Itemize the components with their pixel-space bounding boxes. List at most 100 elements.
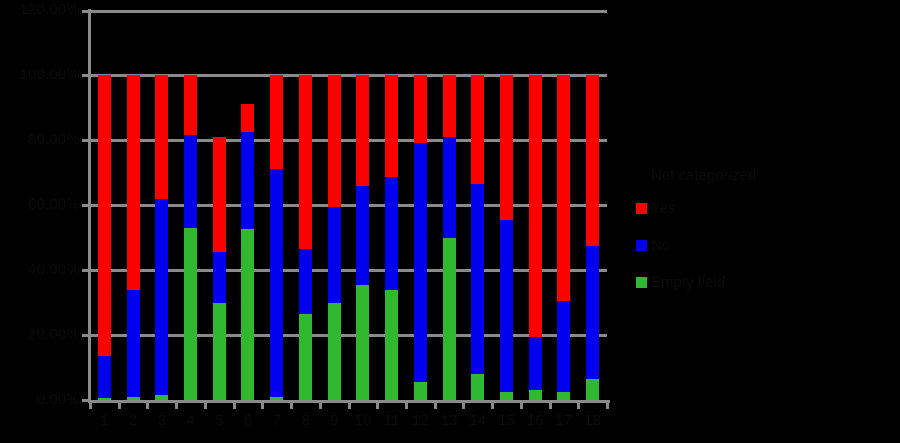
bar-segment-empty-field (471, 374, 485, 400)
bar-segment-no (442, 136, 456, 238)
x-tick-label: 6 (243, 412, 253, 429)
legend: Not categorized Yes No Empty field (636, 167, 756, 311)
bar-segment-no (212, 252, 226, 303)
bar-segment-empty-field (557, 391, 571, 400)
bar-13 (442, 75, 456, 400)
bar-segment-yes (270, 75, 284, 170)
bar-segment-no (241, 131, 255, 230)
bar-segment-yes (471, 75, 485, 184)
bar-segment-yes (184, 75, 198, 136)
bar-segment-no (385, 177, 399, 290)
bar-2 (126, 75, 140, 400)
legend-title: Not categorized (651, 167, 757, 184)
y-tick (82, 204, 89, 207)
legend-item-no: No (636, 237, 756, 254)
x-tick (204, 403, 207, 409)
x-tick (376, 403, 379, 409)
x-axis-labels: 1 2 3 4 5 6 7 8 9 10 11 12 13 14 15 16 17 18 (90, 412, 607, 432)
x-tick-label: 17 (555, 412, 573, 429)
bar-segment-empty-field (270, 396, 284, 400)
x-tick-label: 3 (157, 412, 166, 429)
x-tick (434, 403, 437, 409)
bar-segment-yes (557, 75, 571, 301)
bar-segment-yes (586, 75, 600, 246)
bar-4 (184, 75, 198, 400)
bar-segment-empty-field (499, 391, 513, 400)
x-tick (491, 403, 494, 409)
x-tick (233, 403, 236, 409)
gridline (90, 204, 607, 207)
y-tick-label: 20.00% (27, 326, 80, 343)
bar-segment-no (270, 169, 284, 397)
bar-segment-yes (442, 75, 456, 137)
bar-segment-yes (97, 75, 111, 357)
y-tick-label: 60.00% (27, 196, 80, 213)
bar-segment-empty-field (528, 390, 542, 400)
bar-segment-no (586, 245, 600, 379)
legend-item-empty-field: Empty field (636, 274, 756, 291)
bar-segment-no (471, 183, 485, 374)
gridline (90, 334, 607, 337)
bar-segment-yes (126, 75, 140, 290)
bar-15 (499, 75, 513, 400)
bar-segment-empty-field (212, 302, 226, 400)
bar-segment-no (184, 135, 198, 228)
legend-items: Yes No Empty field (636, 200, 756, 291)
x-tick (577, 403, 580, 409)
bar-14 (471, 75, 485, 400)
y-tick-label: 120.00% (19, 1, 80, 18)
bar-9 (327, 75, 341, 400)
y-tick (82, 139, 89, 142)
x-tick-label: 7 (272, 412, 281, 429)
x-tick (606, 403, 609, 409)
gridline (90, 269, 607, 272)
plot-area (90, 10, 607, 400)
bar-10 (356, 75, 370, 400)
gridline (90, 139, 607, 142)
bar-segment-yes (499, 75, 513, 220)
bar-18 (586, 75, 600, 400)
bar-7 (270, 75, 284, 400)
bar-segment-no (298, 248, 312, 314)
bar-segment-no (155, 198, 169, 396)
bar-6 (241, 104, 255, 400)
bar-1 (97, 75, 111, 400)
bar-5 (212, 136, 226, 400)
x-tick-label: 12 (411, 412, 429, 429)
legend-label: Empty field (651, 274, 726, 291)
legend-swatch-icon (636, 240, 647, 251)
x-axis-line (88, 400, 610, 403)
bar-segment-empty-field (184, 227, 198, 400)
y-tick-label: 100.00% (19, 66, 80, 83)
bar-segment-no (126, 289, 140, 397)
legend-label: Yes (651, 200, 676, 217)
y-tick (82, 334, 89, 337)
bar-segment-yes (155, 75, 169, 199)
bar-12 (413, 75, 427, 400)
bar-segment-empty-field (298, 313, 312, 400)
y-tick (82, 10, 89, 13)
bar-segment-no (557, 300, 571, 392)
legend-item-yes: Yes (636, 200, 756, 217)
bar-segment-yes (298, 75, 312, 249)
bar-segment-empty-field (442, 237, 456, 400)
bar-segment-empty-field (586, 378, 600, 400)
x-tick (319, 403, 322, 409)
bar-segment-empty-field (126, 396, 140, 400)
y-tick-label: 0.00% (36, 391, 80, 408)
x-tick (89, 403, 92, 409)
y-tick (82, 399, 89, 402)
x-tick (462, 403, 465, 409)
bar-segment-no (97, 356, 111, 399)
x-tick (146, 403, 149, 409)
x-tick-label: 1 (100, 412, 109, 429)
legend-swatch-icon (636, 203, 647, 214)
x-tick-label: 13 (440, 412, 458, 429)
bar-segment-no (528, 336, 542, 391)
bar-segment-empty-field (327, 302, 341, 400)
bar-segment-yes (241, 104, 255, 132)
legend-label: No (651, 237, 671, 254)
x-tick-label: 14 (469, 412, 487, 429)
y-tick (82, 269, 89, 272)
x-tick-label: 2 (128, 412, 138, 429)
